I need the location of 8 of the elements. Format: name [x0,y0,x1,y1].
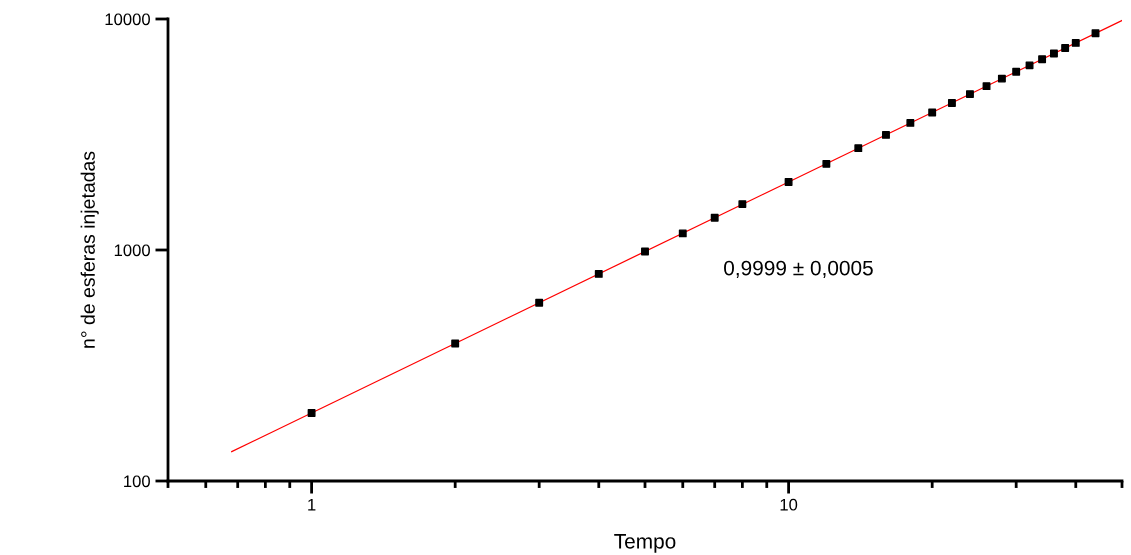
y-tick-label: 10000 [105,13,150,26]
x-axis-title: Tempo [614,534,676,553]
x-tick-label: 1 [308,498,316,511]
y-tick-label: 1000 [114,244,150,257]
annotation: 0,9999 ± 0,0005 [724,260,873,278]
y-axis-title: n° de esferas injetadas [80,151,99,348]
y-tick-label: 100 [124,475,150,488]
x-tick-label: 10 [780,498,798,511]
